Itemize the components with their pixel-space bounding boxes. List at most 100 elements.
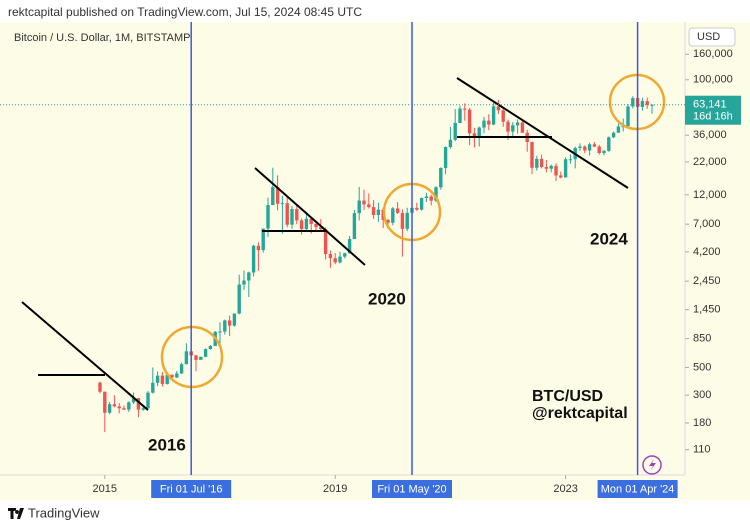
candle-body <box>578 146 582 148</box>
candle-body <box>376 209 381 215</box>
candle-body <box>136 398 141 410</box>
candle-body <box>472 133 477 137</box>
candle-body <box>357 200 361 214</box>
candle-body <box>650 104 654 106</box>
candle-body <box>151 382 155 393</box>
trendline <box>456 77 629 189</box>
candle-body <box>256 245 261 251</box>
candle-body <box>122 408 126 410</box>
candle-body <box>194 355 198 360</box>
candle-body <box>611 132 616 138</box>
candle-body <box>458 108 462 123</box>
x-tick-label: 2023 <box>553 483 577 495</box>
candle-body <box>333 258 337 263</box>
candle-body <box>117 406 121 409</box>
candle-body <box>395 208 400 213</box>
candle-body <box>439 167 443 188</box>
candle-body <box>328 254 333 259</box>
y-tick-label: 500 <box>693 361 711 373</box>
countdown: 16d 16h <box>693 111 733 123</box>
candle-body <box>463 108 467 110</box>
logo-mark <box>8 508 24 519</box>
currency-box[interactable] <box>688 27 736 47</box>
candle-body <box>261 228 265 251</box>
candle-body <box>424 196 429 199</box>
candle-body <box>563 159 568 178</box>
candle-body <box>371 207 376 215</box>
header: rektcapital published on TradingView.com… <box>8 5 362 19</box>
y-tick-label: 110 <box>693 444 711 456</box>
marker-label: Fri 01 May '20 <box>377 483 446 495</box>
candle-body <box>304 218 309 230</box>
candle-body <box>535 158 539 168</box>
candle-body <box>314 223 318 228</box>
candle-body <box>251 245 256 273</box>
y-tick-label: 300 <box>693 389 711 401</box>
annotation: 2024 <box>590 229 628 248</box>
candle-body <box>607 137 611 151</box>
y-tick-label: 180 <box>693 417 711 429</box>
candle-body <box>544 167 549 169</box>
candle-body <box>434 187 438 201</box>
candle-body <box>218 331 222 333</box>
y-tick-label: 12,000 <box>693 189 727 201</box>
candle-body <box>112 404 117 407</box>
candle-body <box>280 203 285 205</box>
candle-body <box>602 150 606 154</box>
last-price-box <box>685 95 741 125</box>
marker-badge <box>372 480 452 498</box>
trendline <box>21 301 149 411</box>
candle-body <box>362 200 366 205</box>
currency: USD <box>697 31 720 43</box>
y-tick-label: 7,000 <box>693 218 721 230</box>
candle-body <box>587 144 592 151</box>
y-tick-label: 36,000 <box>693 129 727 141</box>
annotation: @rektcapital <box>532 405 628 422</box>
candle-body <box>319 227 323 230</box>
candle-body <box>299 220 304 230</box>
candle-body <box>391 208 395 223</box>
y-tick-label: 1,450 <box>693 304 721 316</box>
annotation: 2016 <box>148 435 186 454</box>
candle-body <box>309 218 313 224</box>
candle-body <box>155 375 160 383</box>
candle-body <box>520 122 525 133</box>
candle-body <box>237 284 241 314</box>
candle-body <box>559 175 563 178</box>
candle-body <box>275 187 280 204</box>
candle-body <box>227 320 232 326</box>
candle-body <box>539 158 544 168</box>
candle-body <box>179 364 184 374</box>
candle-body <box>496 106 501 111</box>
candle-body <box>323 229 328 255</box>
candle-body <box>160 375 165 384</box>
candle-body <box>443 146 448 168</box>
y-tick-label: 2,450 <box>693 275 721 287</box>
logo <box>8 508 24 519</box>
candle-body <box>482 120 486 128</box>
trendlines <box>21 77 629 411</box>
alert-icon[interactable] <box>642 455 662 475</box>
trendline <box>254 167 366 266</box>
candle-body <box>386 219 390 223</box>
candle-body <box>405 212 409 229</box>
candle-body <box>223 320 227 332</box>
candle-body <box>199 356 203 360</box>
candle-body <box>208 346 213 350</box>
y-tick-label: 160,000 <box>693 48 733 60</box>
candle-body <box>511 125 515 132</box>
candle-body <box>631 98 635 107</box>
candle-body <box>616 126 621 133</box>
candle-body <box>131 398 136 403</box>
candle-body <box>487 120 491 125</box>
candle-body <box>501 110 505 122</box>
candle-body <box>141 408 145 410</box>
y-tick-label: 4,200 <box>693 246 721 258</box>
candle-body <box>127 402 131 410</box>
candle-body <box>583 146 587 151</box>
candle-body <box>592 144 597 147</box>
candle-body <box>453 122 457 140</box>
annotation: BTC/USD <box>532 388 603 405</box>
candle-body <box>146 392 150 409</box>
